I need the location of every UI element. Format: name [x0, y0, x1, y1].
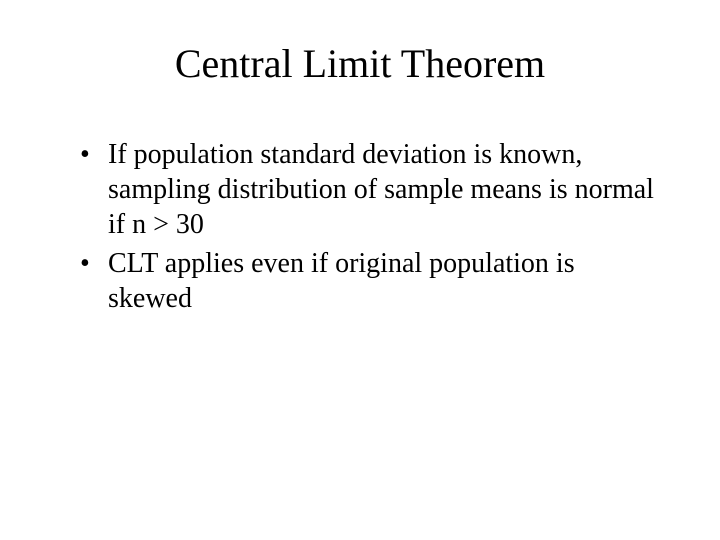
bullet-item: If population standard deviation is know… — [80, 137, 660, 242]
bullet-item: CLT applies even if original population … — [80, 246, 660, 316]
bullet-list: If population standard deviation is know… — [60, 137, 660, 316]
slide-title: Central Limit Theorem — [60, 40, 660, 87]
